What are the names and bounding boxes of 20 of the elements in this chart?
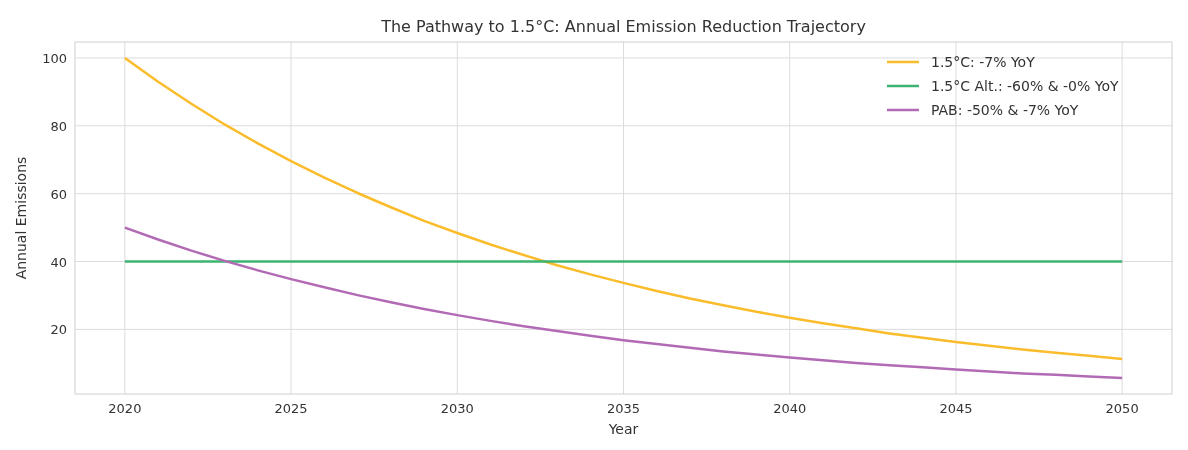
legend-label: 1.5°C Alt.: -60% & -0% YoY (931, 78, 1120, 94)
line-series (123, 226, 1124, 380)
y-tick-label: 20 (50, 322, 67, 338)
x-tick-label: 2030 (440, 401, 474, 416)
legend-label: 1.5°C: -7% YoY (931, 54, 1036, 70)
x-tick-label: 2035 (606, 401, 641, 416)
line-series (123, 56, 1124, 361)
x-tick-label: 2050 (1105, 401, 1139, 416)
x-axis-title: Year (607, 421, 639, 437)
y-tick-label: 40 (50, 254, 67, 270)
y-tick-label: 60 (50, 186, 67, 202)
y-axis-title: Annual Emissions (13, 156, 29, 280)
x-tick-label: 2040 (773, 401, 807, 416)
legend-label: PAB: -50% & -7% YoY (931, 102, 1079, 118)
x-tick-label: 2020 (108, 401, 142, 416)
x-tick-label: 2025 (274, 401, 308, 416)
y-tick-label: 100 (42, 50, 67, 66)
y-tick-label: 80 (50, 118, 67, 134)
x-tick-label: 2045 (939, 401, 973, 416)
chart-title: The Pathway to 1.5°C: Annual Emission Reduction Trajectory (380, 17, 866, 36)
